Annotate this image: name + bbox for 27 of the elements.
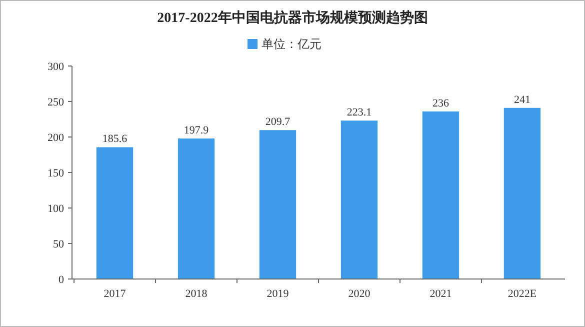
bar — [504, 108, 541, 279]
y-tick-label: 100 — [48, 203, 64, 215]
x-tick-label: 2020 — [348, 288, 371, 300]
data-label: 185.6 — [102, 133, 128, 146]
bar — [96, 147, 134, 279]
x-tick-label: 2021 — [430, 288, 452, 300]
data-label: 236 — [432, 97, 450, 110]
x-tick-label: 2022E — [508, 288, 537, 300]
y-tick-label: 50 — [53, 238, 64, 250]
bar — [259, 130, 296, 279]
y-tick-label: 0 — [58, 274, 64, 286]
data-label: 209.7 — [265, 116, 291, 128]
data-label: 197.9 — [184, 124, 210, 136]
y-tick-label: 300 — [48, 61, 64, 73]
y-tick-label: 200 — [48, 132, 64, 144]
chart-title: 2017-2022年中国电抗器市场规模预测趋势图 — [157, 9, 428, 26]
bar — [340, 120, 378, 279]
x-tick-label: 2017 — [104, 288, 126, 300]
data-label: 223.1 — [346, 106, 372, 119]
legend-label: 单位：亿元 — [262, 37, 322, 51]
bar — [422, 111, 460, 279]
data-label: 241 — [514, 94, 530, 106]
y-tick-label: 150 — [48, 168, 64, 180]
x-tick-label: 2018 — [185, 288, 208, 300]
bar — [178, 138, 215, 279]
x-tick-label: 2019 — [266, 288, 290, 300]
y-tick-label: 250 — [48, 96, 64, 108]
